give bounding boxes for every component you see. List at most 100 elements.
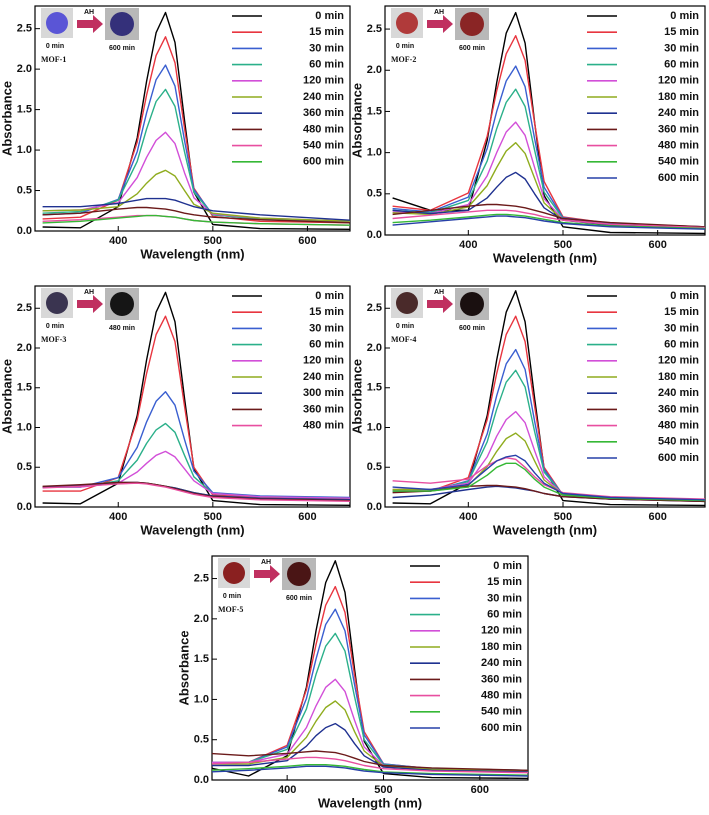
inset-powder-before (396, 292, 418, 314)
panel: 400 500 600 0.0 0.5 1.0 1.5 2.0 2.5 Wavelength (n… (349, 5, 706, 265)
legend-label: 30 min (309, 42, 344, 54)
inset-arrow-label: AH (434, 9, 444, 16)
spectrum-line (42, 206, 350, 224)
legend-label: 120 min (303, 75, 344, 87)
y-tick-label: 1.5 (367, 382, 382, 394)
y-tick-label: 1.0 (17, 421, 32, 433)
x-tick-label: 500 (554, 239, 572, 251)
inset-before-label: 0 min (223, 593, 241, 600)
panel: 400 500 600 0.0 0.5 1.0 1.5 2.0 2.5 Wavelength (n… (0, 5, 351, 261)
series-group (392, 11, 705, 235)
y-tick-label: 2.5 (367, 302, 382, 314)
legend-label: 480 min (481, 690, 522, 702)
y-tick-label: 1.5 (194, 653, 209, 665)
inset-sample-label: MOF-1 (41, 55, 66, 64)
x-tick-label: 600 (648, 239, 666, 251)
plot-frame (384, 5, 706, 236)
inset-after-label: 480 min (109, 325, 135, 332)
plot-frame (34, 285, 351, 508)
y-axis-title: Absorbance (0, 359, 14, 434)
x-tick-label: 600 (298, 511, 316, 523)
panel: 400 500 600 0.0 0.5 1.0 1.5 2.0 2.5 Wavelength (n… (349, 285, 706, 537)
legend-label: 360 min (303, 107, 344, 119)
inset-sample-label: MOF-5 (218, 605, 243, 614)
spectrum-line (392, 215, 705, 230)
legend-label: 180 min (658, 371, 699, 383)
y-tick-label: 0.0 (367, 501, 382, 513)
y-tick-label: 1.0 (194, 693, 209, 705)
y-tick-label: 0.0 (194, 774, 209, 786)
x-tick-label: 600 (648, 511, 666, 523)
plot-frame (211, 555, 529, 781)
spectrum-line (392, 457, 705, 500)
x-tick-label: 400 (459, 239, 477, 251)
legend-label: 540 min (303, 140, 344, 152)
inset-sample-label: MOF-2 (391, 55, 416, 64)
inset-arrow (77, 15, 103, 33)
legend-label: 480 min (658, 420, 699, 432)
spectrum-line (42, 88, 350, 222)
spectrum-line (212, 560, 528, 780)
x-axis-title: Wavelength (nm) (140, 522, 244, 537)
inset-powder-after (460, 292, 484, 316)
inset-arrow-label: AH (84, 289, 94, 296)
inset-sample-label: MOF-4 (391, 335, 416, 344)
series-group (392, 290, 705, 507)
legend-label: 600 min (303, 156, 344, 168)
inset-arrow (427, 295, 453, 313)
x-axis-title: Wavelength (nm) (318, 795, 422, 810)
y-axis-title: Absorbance (176, 630, 191, 705)
y-tick-label: 2.5 (194, 572, 209, 584)
y-tick-label: 2.0 (367, 342, 382, 354)
spectrum-line (392, 203, 705, 228)
x-axis-title: Wavelength (nm) (493, 250, 597, 265)
x-tick-label: 400 (109, 511, 127, 523)
spectrum-line (42, 214, 350, 226)
spectrum-line (42, 169, 350, 222)
y-tick-label: 2.0 (17, 342, 32, 354)
spectrum-line (42, 481, 350, 502)
legend-label: 15 min (309, 306, 344, 318)
inset-arrow-label: AH (434, 289, 444, 296)
y-tick-label: 2.0 (17, 63, 32, 75)
legend-label: 15 min (309, 26, 344, 38)
legend-label: 30 min (309, 322, 344, 334)
spectrum-line (42, 482, 350, 503)
legend-label: 540 min (481, 706, 522, 718)
legend-label: 360 min (658, 123, 699, 135)
inset-powder-after (110, 292, 134, 316)
y-tick-label: 0.0 (367, 229, 382, 241)
inset-after-label: 600 min (286, 595, 312, 602)
inset-after-label: 600 min (459, 325, 485, 332)
legend-label: 0 min (493, 560, 522, 572)
inset-powder-after (460, 12, 484, 36)
inset-after-label: 600 min (459, 45, 485, 52)
spectrum-line (212, 722, 528, 773)
legend-label: 480 min (303, 420, 344, 432)
x-tick-label: 400 (278, 784, 296, 796)
inset-arrow (77, 295, 103, 313)
legend-label: 60 min (309, 339, 344, 351)
spectrum-line (392, 432, 705, 502)
y-tick-label: 1.5 (17, 104, 32, 116)
legend-label: 240 min (303, 91, 344, 103)
spectrum-line (42, 131, 350, 222)
inset-powder-after (110, 12, 134, 36)
y-tick-label: 0.5 (367, 461, 382, 473)
x-axis-title: Wavelength (nm) (140, 246, 244, 261)
x-tick-label: 400 (459, 511, 477, 523)
inset-arrow (427, 15, 453, 33)
spectrum-line (212, 765, 528, 777)
y-tick-label: 2.0 (194, 613, 209, 625)
legend-label: 0 min (670, 290, 699, 302)
spectrum-line (212, 764, 528, 776)
inset-arrow (254, 565, 280, 583)
y-tick-label: 1.5 (367, 105, 382, 117)
y-tick-label: 2.5 (17, 302, 32, 314)
inset-powder-before (46, 292, 68, 314)
spectrum-line (392, 213, 705, 230)
y-tick-label: 0.5 (17, 184, 32, 196)
legend-label: 540 min (658, 156, 699, 168)
y-axis-title: Absorbance (349, 83, 364, 158)
